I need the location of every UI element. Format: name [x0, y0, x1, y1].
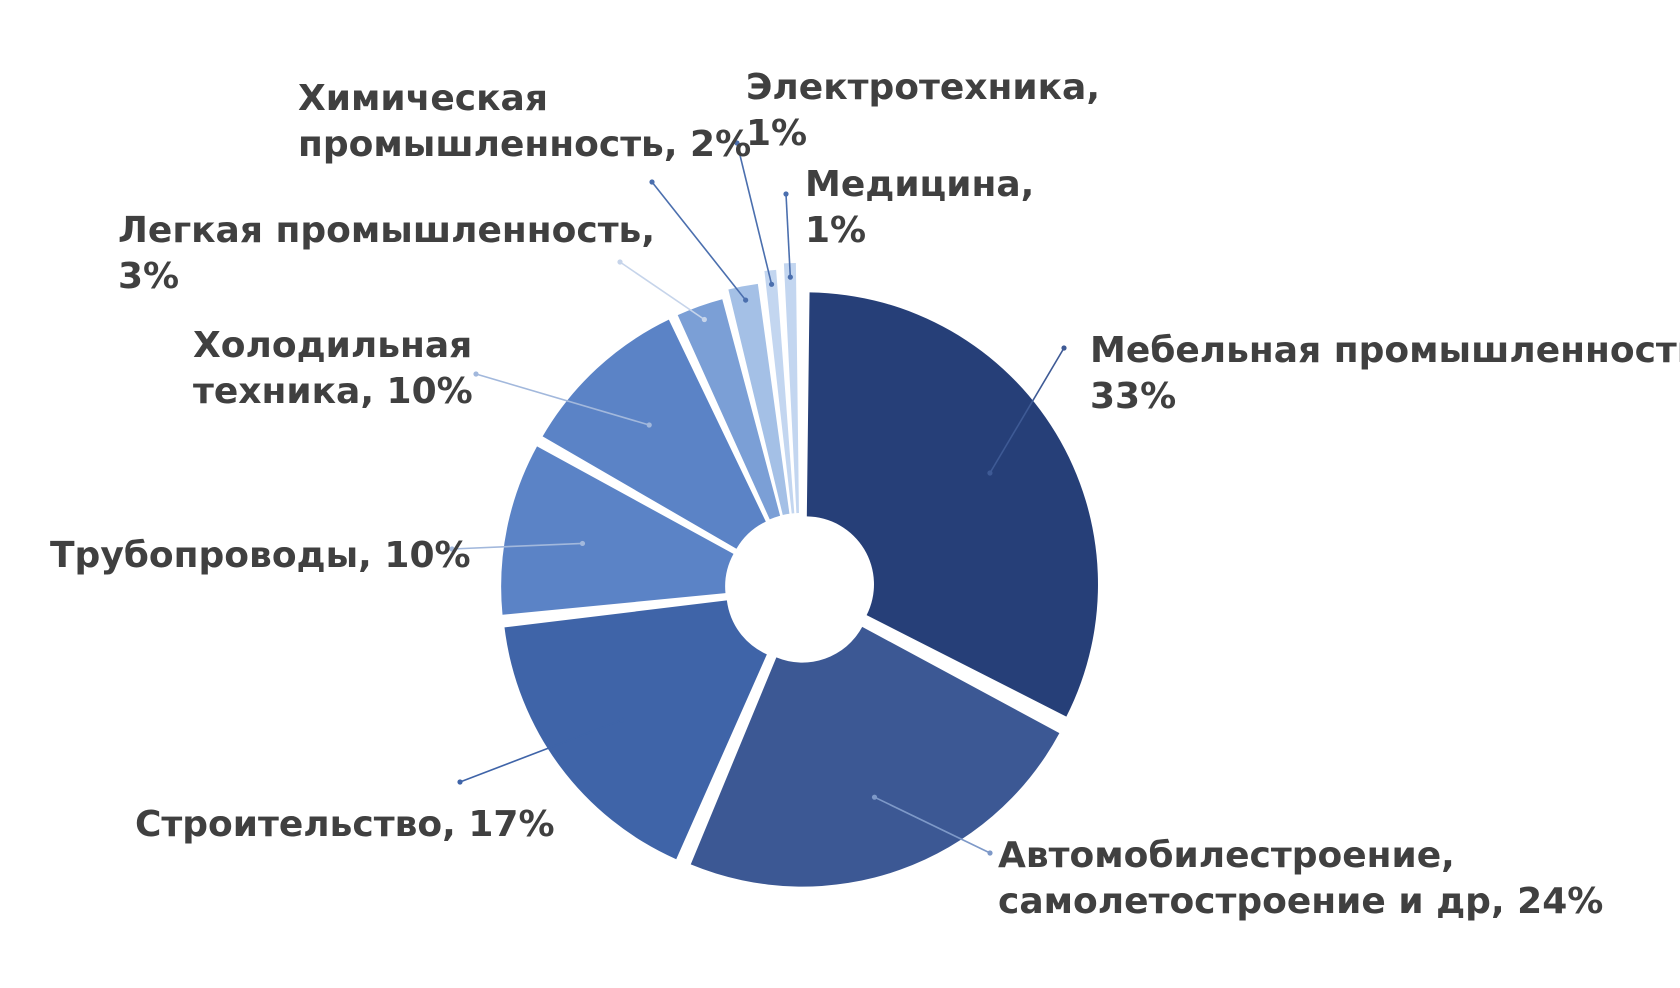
slice-label-5-line-1: Холодильная [193, 325, 472, 366]
slice-label-1-line-2: 33% [1090, 376, 1176, 417]
leader-dot-8-inner [768, 281, 775, 287]
leader-dot-4-outer [449, 546, 455, 552]
slice-label-8: Электротехника, 1% [746, 67, 1100, 154]
leader-line-4 [451, 542, 583, 550]
leader-line-2 [874, 796, 991, 854]
slice-label-3: Строительство, 17% [135, 804, 555, 845]
slice-label-2: Автомобилестроение, самолетостроение и др… [998, 835, 1603, 922]
slice-label-2-line-1: Автомобилестроение, [998, 835, 1455, 876]
pie-slice-4 [501, 446, 734, 615]
leader-dot-6-inner [701, 316, 707, 323]
slice-label-6: Легкая промышленность, 3% [118, 210, 655, 297]
slice-label-7-line-1: Химическая [298, 78, 548, 119]
slice-label-6-line-2: 3% [118, 256, 179, 297]
slice-label-3-line-1: Строительство, 17% [135, 804, 555, 845]
leader-dot-6-outer [617, 259, 623, 265]
leader-dot-4-inner [579, 540, 586, 547]
leader-dot-2-outer [987, 850, 993, 856]
leader-dot-7-outer [649, 179, 655, 185]
leader-dot-5-inner [646, 422, 652, 428]
pie-slice-9 [783, 263, 799, 514]
leader-line-8 [736, 142, 773, 285]
leader-line-3 [459, 719, 622, 783]
pie-slice-7 [728, 283, 790, 516]
leader-line-6 [619, 261, 705, 321]
leader-line-9 [785, 193, 792, 278]
leader-lines [449, 140, 1067, 856]
pie-slices [501, 263, 1098, 887]
pie-slice-3 [504, 600, 767, 860]
slice-label-9-line-1: Медицина, [805, 164, 1034, 205]
leader-line-7 [651, 181, 747, 301]
leader-dot-2-inner [871, 794, 878, 800]
leader-dot-5-outer [473, 371, 479, 377]
leader-dot-3-inner [618, 717, 625, 723]
slice-label-7: Химическая промышленность, 2% [298, 78, 751, 165]
slice-label-4-line-1: Трубопроводы, 10% [50, 535, 471, 576]
slice-label-2-line-2: самолетостроение и др, 24% [998, 881, 1603, 922]
slice-label-1: Мебельная промышленность, 33% [1090, 330, 1680, 417]
slice-label-9: Медицина, 1% [805, 164, 1034, 251]
pie-slice-6 [677, 299, 781, 520]
leader-line-5 [475, 373, 650, 426]
leader-line-1 [989, 347, 1065, 474]
slice-labels: Мебельная промышленность, 33% Автомобилест… [50, 67, 1680, 922]
leader-dot-1-inner [987, 470, 993, 476]
slice-label-6-line-1: Легкая промышленность, [118, 210, 655, 251]
slice-label-9-line-2: 1% [805, 210, 866, 251]
leader-dot-9-outer [783, 191, 789, 197]
slice-label-5: Холодильная техника, 10% [193, 325, 473, 412]
leader-dot-8-outer [734, 140, 740, 146]
slice-label-1-line-1: Мебельная промышленность, [1090, 330, 1680, 371]
slice-label-5-line-2: техника, 10% [193, 371, 473, 412]
slice-label-8-line-2: 1% [746, 113, 807, 154]
pie-slice-8 [764, 269, 795, 514]
slice-label-8-line-1: Электротехника, [746, 67, 1100, 108]
leader-dot-3-outer [457, 779, 463, 785]
leader-dot-7-inner [743, 297, 749, 303]
pie-slice-1 [806, 292, 1098, 717]
pie-slice-2 [690, 626, 1060, 887]
pie-slice-5 [542, 319, 766, 549]
leader-dot-1-outer [1061, 345, 1067, 351]
slice-label-4: Трубопроводы, 10% [50, 535, 471, 576]
leader-dot-9-inner [787, 274, 793, 280]
slice-label-7-line-2: промышленность, 2% [298, 124, 751, 165]
